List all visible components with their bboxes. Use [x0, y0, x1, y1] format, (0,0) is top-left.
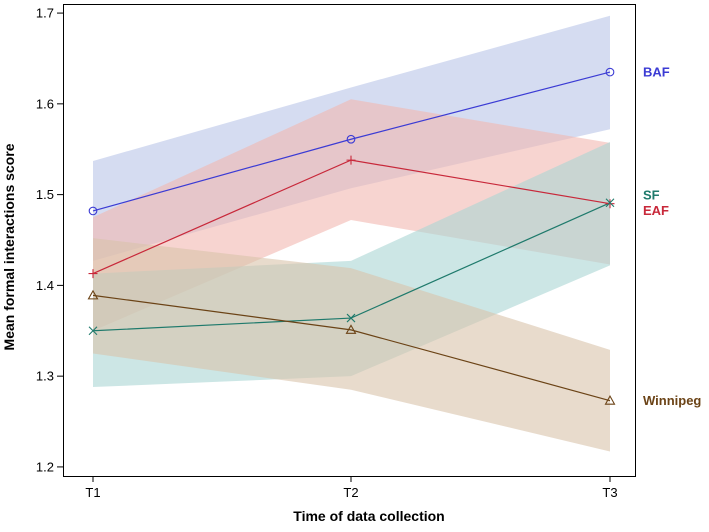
- marker-sf-t2: [346, 313, 356, 323]
- series-label-winnipeg: Winnipeg: [643, 393, 701, 408]
- marker-eaf-t2: [346, 155, 356, 165]
- plot-frame: [63, 4, 636, 477]
- marker-baf-t2: [346, 134, 356, 144]
- line-baf: [92, 71, 611, 212]
- marker-winnipeg-t2: [345, 324, 357, 334]
- x-tick-label: T2: [343, 485, 358, 500]
- y-tick-label: 1.3: [36, 369, 54, 384]
- marker-eaf-t1: [88, 269, 98, 279]
- confidence-bands: [93, 15, 610, 452]
- series-markers: [87, 67, 616, 405]
- marker-sf-t3: [605, 198, 615, 208]
- marker-winnipeg-t1: [87, 289, 99, 300]
- marker-baf-t3: [605, 67, 615, 77]
- y-tick-label: 1.2: [36, 459, 54, 474]
- marker-baf-t1: [88, 206, 98, 216]
- y-tick-label: 1.5: [36, 187, 54, 202]
- x-tick-label: T1: [85, 485, 100, 500]
- y-tick-label: 1.6: [36, 96, 54, 111]
- series-label-sf: SF: [643, 187, 660, 202]
- y-tick-label: 1.7: [36, 6, 54, 21]
- axes: 1.2 1.3 1.4 1.5 1.6 1.7 T1 T2 T3: [36, 6, 618, 500]
- y-axis-title: Mean formal interactions score: [1, 143, 17, 350]
- y-tick-label: 1.4: [36, 278, 54, 293]
- x-axis-title: Time of data collection: [293, 508, 444, 524]
- marker-eaf-t3: [605, 199, 615, 209]
- line-winnipeg: [92, 294, 611, 402]
- marker-sf-t1: [88, 326, 98, 336]
- x-tick-label: T3: [602, 485, 617, 500]
- band-winnipeg: [93, 238, 610, 452]
- series-label-eaf: EAF: [643, 203, 669, 218]
- series-label-baf: BAF: [643, 65, 670, 80]
- marker-winnipeg-t3: [604, 395, 616, 405]
